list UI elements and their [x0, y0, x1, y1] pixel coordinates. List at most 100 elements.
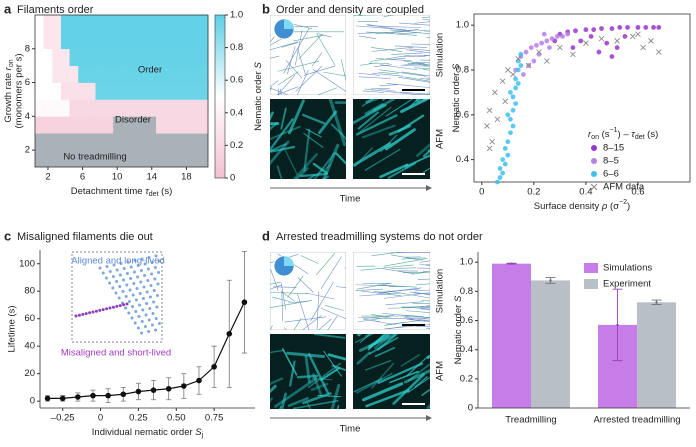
scatter-point [583, 40, 589, 46]
filament [320, 256, 342, 290]
y-axis-label: (monomers per s) [14, 54, 25, 129]
streak [270, 140, 290, 166]
heatmap-cell [130, 15, 140, 33]
image-row-label: Simulation [435, 33, 446, 77]
filament [415, 62, 430, 64]
streak [414, 376, 428, 388]
filament [391, 52, 423, 55]
inset-misaligned-monomer [105, 307, 109, 311]
filament [400, 91, 430, 95]
filament [281, 290, 284, 322]
heatmap-cell [35, 116, 44, 134]
heatmap-cell [78, 116, 88, 134]
streak [404, 154, 430, 169]
scatter-point [588, 34, 594, 39]
filament [377, 287, 422, 294]
image-bg [353, 15, 430, 95]
streak [276, 165, 283, 179]
filament [407, 62, 430, 66]
filament [358, 76, 391, 79]
streak [356, 372, 393, 394]
inset-monomer [111, 286, 115, 290]
colorbar-tick-label: 0.4 [230, 107, 243, 118]
streak [380, 134, 398, 153]
text-part: Nematic order [453, 302, 464, 364]
legend-label: 8–15 [603, 143, 624, 154]
scatter-point [609, 54, 615, 59]
heatmap-cell [60, 82, 70, 100]
panel-title: Order and density are coupled [276, 4, 424, 16]
heatmap-cell [199, 82, 209, 100]
legend-swatch [591, 171, 597, 177]
streak [374, 335, 391, 350]
streak [270, 142, 287, 153]
inset-monomer [128, 288, 132, 292]
heatmap-cell [164, 65, 174, 83]
filament [418, 93, 430, 95]
filament [388, 290, 430, 299]
streak [293, 153, 318, 179]
heatmap-cell [86, 15, 96, 33]
filament [287, 46, 296, 75]
panel-letter: d [262, 228, 270, 243]
filament [353, 15, 380, 16]
inset-monomer [104, 276, 108, 280]
heatmap-cell [164, 48, 174, 66]
y-tick-label: 2 [25, 145, 30, 156]
y-tick-label: 0.6 [456, 109, 469, 120]
filament [398, 22, 430, 26]
streak [365, 389, 410, 408]
heatmap-cell [95, 65, 105, 83]
heatmap-cell [164, 15, 174, 33]
x-tick-label: 0.50 [167, 413, 186, 424]
x-tick-label: 6 [80, 172, 85, 183]
inset-monomer [143, 325, 147, 328]
filament [277, 60, 319, 72]
heatmap-cell [147, 65, 157, 83]
streak [306, 174, 316, 179]
data-point [211, 363, 217, 370]
heatmap-cell [173, 82, 183, 100]
streak [294, 167, 309, 179]
plot-frame [473, 13, 691, 183]
streak [317, 394, 341, 398]
streak [292, 399, 339, 409]
inset-misaligned-monomer [98, 308, 102, 312]
heatmap-cell [43, 48, 53, 66]
streak [284, 149, 298, 176]
heatmap-cell [86, 99, 96, 117]
filament [270, 281, 282, 285]
filament [373, 64, 393, 68]
inset-frame [71, 251, 163, 343]
scatter-point [510, 71, 516, 78]
streak [307, 353, 330, 395]
scatter-point [521, 72, 526, 77]
filament [412, 302, 430, 304]
y-tick-label: 0.4 [460, 344, 473, 355]
filament [287, 275, 304, 298]
streak [280, 392, 287, 409]
heatmap-cell [95, 15, 105, 33]
filament [297, 277, 314, 293]
heatmap-cell [104, 82, 114, 100]
heatmap-cell [121, 82, 131, 100]
inset-monomer [131, 305, 135, 308]
heatmap-cell [138, 65, 148, 83]
filament [295, 65, 323, 92]
filament [398, 32, 421, 34]
heatmap-cell [78, 31, 88, 50]
heatmap-cell [78, 82, 88, 100]
afm-image [270, 99, 346, 179]
scatter-point [502, 161, 508, 167]
heatmap-cell [121, 48, 131, 66]
heatmap-cell [43, 65, 53, 83]
streak [296, 374, 319, 379]
filament [357, 31, 390, 34]
filament [405, 49, 430, 54]
inset-monomer [130, 316, 134, 320]
filament [379, 84, 398, 86]
inset-monomer [143, 274, 147, 277]
heatmap-cell [138, 31, 148, 50]
text-part: (s [599, 129, 610, 140]
panel-letter: b [262, 1, 270, 16]
